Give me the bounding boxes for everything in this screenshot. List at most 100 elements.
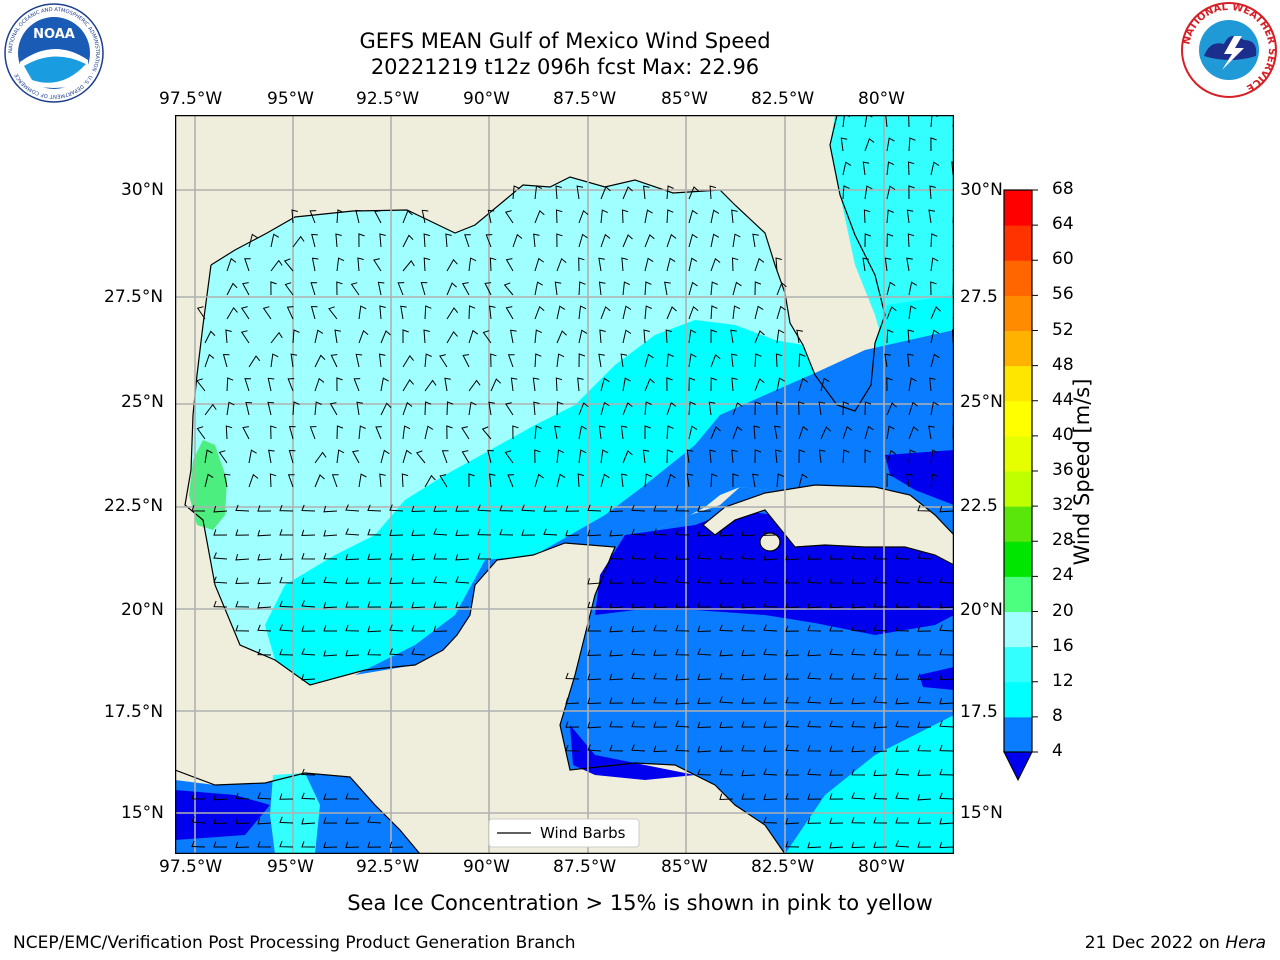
wind-barb — [688, 257, 698, 272]
wind-barb — [367, 577, 382, 584]
wind-barb — [653, 505, 668, 512]
wind-barb — [851, 816, 866, 824]
wind-barb — [301, 504, 316, 512]
wind-barb — [556, 473, 566, 488]
wind-barb — [666, 425, 674, 440]
wind-barb — [807, 649, 822, 657]
wind-barb — [851, 697, 866, 705]
wind-barb — [204, 473, 214, 488]
wind-barb — [279, 529, 293, 536]
wind-barb — [191, 816, 206, 824]
wind-barb — [675, 528, 690, 536]
wind-barb — [895, 720, 910, 728]
lon-tick-bottom: 82.5°W — [751, 857, 815, 877]
wind-barb — [389, 624, 404, 632]
wind-barb — [710, 233, 720, 248]
wind-barb — [917, 649, 932, 656]
wind-barb — [754, 449, 762, 464]
wind-barb — [270, 425, 277, 440]
wind-barb — [226, 377, 234, 392]
wind-barb — [895, 649, 910, 656]
wind-barb — [798, 473, 808, 488]
wind-barb — [741, 649, 756, 657]
wind-barb — [885, 115, 892, 128]
wind-barb — [829, 697, 844, 705]
wind-barb — [753, 425, 760, 440]
low-wind-gulf-of-honduras — [919, 667, 954, 690]
wind-barb — [482, 330, 492, 344]
wind-barb — [241, 306, 250, 320]
wind-barb — [556, 233, 563, 248]
colorbar-band — [1004, 576, 1032, 612]
wind-barb — [851, 552, 866, 560]
wind-barb — [631, 672, 646, 680]
wind-barb — [675, 744, 690, 752]
wind-barb — [556, 353, 565, 368]
wind-barb — [697, 697, 712, 705]
wind-barb — [851, 601, 866, 609]
wind-barb — [402, 425, 411, 440]
wind-barb — [895, 745, 910, 752]
lat-tick-left: 22.5°N — [104, 496, 164, 516]
wind-barb — [565, 697, 580, 705]
wind-barb — [314, 474, 325, 488]
wind-barb — [565, 672, 580, 680]
colorbar-level-label: 32 — [1052, 495, 1074, 516]
wind-barb — [842, 401, 850, 416]
wind-barb — [433, 505, 448, 512]
wind-barb — [622, 186, 633, 200]
wind-barb — [886, 281, 896, 296]
wind-barb — [895, 576, 910, 584]
wind-barb — [314, 451, 327, 464]
wind-barb — [873, 792, 888, 800]
wind-barb — [355, 209, 362, 224]
wind-barb — [578, 257, 585, 272]
wind-barb — [829, 841, 844, 849]
wind-barb — [710, 353, 721, 368]
wind-barb — [785, 696, 800, 704]
wind-barb — [609, 649, 624, 657]
wind-barb — [345, 504, 360, 512]
wind-barb — [477, 504, 492, 512]
wind-barb — [433, 553, 447, 560]
wind-barb — [196, 426, 206, 440]
wind-barb — [873, 624, 888, 632]
colorbar-level-label: 56 — [1052, 284, 1074, 305]
wind-barb — [565, 529, 580, 537]
wind-barb — [521, 529, 536, 536]
wind-barb — [499, 504, 514, 512]
wind-barb — [609, 697, 624, 704]
wind-barb — [732, 473, 739, 488]
wind-barb — [507, 354, 515, 368]
wind-barb — [301, 577, 316, 584]
wind-barb — [666, 449, 674, 464]
wind-barb — [697, 552, 712, 560]
wind-barb — [666, 209, 674, 224]
colorbar-band — [1004, 225, 1032, 261]
wind-barb — [226, 257, 237, 272]
wind-barb — [763, 697, 778, 704]
wind-barb — [754, 378, 765, 392]
wind-barb — [785, 625, 800, 632]
wind-barb — [532, 377, 540, 392]
wind-barb — [367, 504, 382, 512]
wind-barb — [358, 425, 366, 440]
wind-barb — [631, 504, 646, 512]
colorbar-level-label: 36 — [1052, 460, 1074, 480]
wind-barb — [653, 552, 668, 560]
wind-barb — [380, 330, 391, 344]
wind-barb — [204, 403, 217, 416]
wind-barb — [534, 353, 542, 368]
wind-barb — [600, 377, 610, 392]
wind-barb — [653, 721, 668, 728]
wind-barb — [731, 257, 739, 272]
wind-barb — [331, 474, 339, 488]
wind-barb — [763, 576, 778, 584]
wind-barb — [741, 624, 756, 632]
wind-barb — [886, 473, 893, 488]
wind-barb — [741, 721, 755, 728]
wind-barb — [565, 721, 580, 728]
wind-barb — [939, 744, 954, 752]
wind-barb — [468, 305, 476, 320]
wind-barb — [930, 257, 939, 272]
